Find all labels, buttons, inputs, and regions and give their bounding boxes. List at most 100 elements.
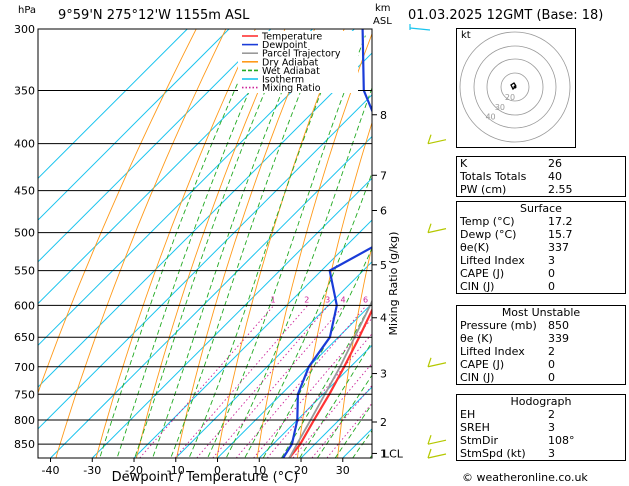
isotherm-line bbox=[38, 29, 355, 346]
location-title: 9°59'N 275°12'W 1155m ASL bbox=[58, 8, 250, 23]
pressure-tick-label: 300 bbox=[14, 23, 35, 36]
legend-label: Dry Adiabat bbox=[262, 57, 319, 68]
dry-adiabat-line bbox=[95, 29, 256, 458]
mu-label: Pressure (mb) bbox=[456, 319, 545, 332]
pressure-tick-label: 650 bbox=[14, 331, 35, 344]
km-tick-label: 5 bbox=[380, 259, 387, 272]
km-tick-label: 2 bbox=[380, 416, 387, 429]
km-tick-label: 4 bbox=[380, 312, 387, 325]
surface-label: CAPE (J) bbox=[456, 267, 545, 280]
mixing-ratio-label: 3 bbox=[325, 295, 330, 304]
mu-label: Lifted Index bbox=[456, 345, 545, 358]
wet-adiabat-line bbox=[244, 171, 372, 458]
wet-adiabat-line bbox=[152, 35, 306, 458]
isotherm-line bbox=[91, 177, 372, 458]
wet-adiabat-line bbox=[134, 35, 290, 458]
wind-barb-flag bbox=[427, 448, 432, 459]
lcl-label: LCL bbox=[383, 447, 404, 460]
mixing-ratio-line bbox=[196, 305, 330, 458]
mu-label: CIN (J) bbox=[456, 371, 545, 385]
hodograph-ring bbox=[459, 31, 571, 143]
wind-barb-flag bbox=[427, 434, 432, 445]
isotherm-line bbox=[38, 52, 372, 388]
hodo-label: SREH bbox=[456, 421, 545, 434]
surface-value: 17.2 bbox=[545, 215, 626, 228]
km-unit-label: km bbox=[375, 3, 391, 14]
dry-adiabat-line bbox=[296, 121, 372, 458]
index-label: PW (cm) bbox=[456, 183, 545, 197]
km-tick-label: 3 bbox=[380, 368, 387, 381]
plot-area: 1 2 3 4 6 8 10 15 20 25 bbox=[38, 29, 443, 458]
mixing-ratio-label: 20 bbox=[433, 295, 443, 304]
mixing-ratio-line bbox=[311, 384, 372, 458]
hodo-value: 108° bbox=[545, 434, 626, 447]
mixing-ratio-line bbox=[212, 305, 345, 458]
mu-value: 0 bbox=[545, 371, 626, 385]
temperature-profile bbox=[288, 307, 372, 458]
km-tick-label: 1 bbox=[380, 447, 387, 460]
index-label: Totals Totals bbox=[456, 170, 545, 183]
wet-adiabat-line bbox=[225, 86, 372, 458]
dry-adiabat-line bbox=[176, 29, 316, 458]
hodo-value: 3 bbox=[545, 447, 626, 461]
wind-barb-flag bbox=[427, 134, 432, 144]
hodograph-center bbox=[513, 85, 517, 89]
mixing-ratio-line bbox=[139, 305, 275, 458]
mu-label: CAPE (J) bbox=[456, 358, 545, 371]
hodograph-panel: 40 30 20 kt bbox=[456, 28, 576, 148]
temperature-tick-label: 20 bbox=[294, 464, 308, 477]
surface-value: 3 bbox=[545, 254, 626, 267]
hodo-value: 3 bbox=[545, 421, 626, 434]
index-value: 2.55 bbox=[545, 183, 626, 197]
mu-value: 850 bbox=[545, 319, 626, 332]
index-value: 40 bbox=[545, 170, 626, 183]
index-label: K bbox=[456, 156, 545, 170]
wet-adiabat-line bbox=[207, 35, 366, 458]
dry-adiabat-line bbox=[135, 29, 286, 458]
wind-barb bbox=[409, 27, 431, 31]
dry-adiabat-line bbox=[55, 29, 227, 458]
isotherm-line bbox=[175, 261, 372, 458]
pressure-tick-label: 800 bbox=[14, 414, 35, 427]
hodograph-title: Hodograph bbox=[456, 394, 626, 408]
pressure-tick-label: 700 bbox=[14, 361, 35, 374]
hodograph-ring-label: 20 bbox=[505, 93, 515, 102]
plot-frame bbox=[37, 28, 373, 459]
km-tick-label: 6 bbox=[380, 205, 387, 218]
mixing-ratio-label: 15 bbox=[415, 295, 425, 304]
pressure-tick-label: 350 bbox=[14, 84, 35, 97]
wet-adiabat-line bbox=[188, 35, 344, 458]
mu-value: 339 bbox=[545, 332, 626, 345]
isotherm-line bbox=[258, 344, 372, 458]
isotherm-line bbox=[38, 29, 272, 263]
mixing-ratio-label: 4 bbox=[341, 295, 346, 304]
hodograph-ring-label: 40 bbox=[485, 113, 495, 122]
x-axis-label: Dewpoint / Temperature (°C) bbox=[112, 470, 299, 485]
hodograph-ring bbox=[473, 45, 557, 129]
mu-value: 0 bbox=[545, 358, 626, 371]
pressure-tick-label: 550 bbox=[14, 265, 35, 278]
hodograph-trace bbox=[510, 82, 517, 91]
pressure-tick-label: 450 bbox=[14, 185, 35, 198]
surface-value: 0 bbox=[545, 267, 626, 280]
surface-label: θe(K) bbox=[456, 241, 545, 254]
hodograph-ring-label: 30 bbox=[495, 103, 505, 112]
isotherm-line bbox=[38, 29, 230, 221]
surface-label: CIN (J) bbox=[456, 280, 545, 294]
hpa-unit-label: hPa bbox=[18, 5, 37, 16]
datetime-title: 01.03.2025 12GMT (Base: 18) bbox=[408, 8, 604, 23]
most-unstable-title: Most Unstable bbox=[456, 305, 626, 319]
surface-label: Lifted Index bbox=[456, 254, 545, 267]
isotherm-line bbox=[38, 29, 313, 305]
surface-label: Temp (°C) bbox=[456, 215, 545, 228]
hodo-value: 2 bbox=[545, 408, 626, 421]
hodograph-unit: kt bbox=[461, 30, 471, 41]
hodograph-ring bbox=[500, 72, 530, 102]
dry-adiabat-line bbox=[337, 243, 372, 458]
indices-table: K 26 Totals Totals 40 PW (cm) 2.55 bbox=[456, 156, 626, 197]
wind-barb-flag bbox=[427, 223, 432, 233]
temperature-tick-label: -30 bbox=[83, 464, 101, 477]
legend-label: Wet Adiabat bbox=[262, 66, 320, 77]
